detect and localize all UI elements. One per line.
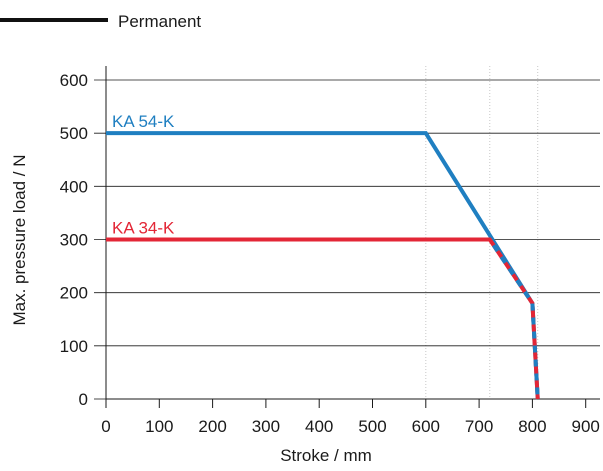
x-axis-title: Stroke / mm	[280, 446, 372, 465]
series-line-ka-34-k	[106, 237, 540, 400]
series-label-ka-54-k: KA 54-K	[112, 112, 175, 131]
x-tick-label: 600	[412, 417, 440, 436]
x-tick-label: 100	[145, 417, 173, 436]
y-tick-label: 300	[60, 231, 88, 250]
y-tick-label: 500	[60, 124, 88, 143]
y-tick-label: 400	[60, 177, 88, 196]
x-tick-label: 900	[572, 417, 600, 436]
y-tick-label: 0	[79, 390, 88, 409]
x-tick-label: 700	[465, 417, 493, 436]
x-tick-label: 0	[101, 417, 110, 436]
x-tick-label: 200	[198, 417, 226, 436]
y-axis-ticks: 0 100 200 300 400 500 600	[60, 71, 88, 409]
y-tick-label: 100	[60, 337, 88, 356]
shared-segment-dashes	[488, 238, 540, 400]
series-lines	[106, 131, 540, 400]
legend: Permanent	[0, 12, 201, 31]
series-label-ka-34-k: KA 34-K	[112, 219, 175, 238]
legend-label-permanent: Permanent	[118, 12, 201, 31]
x-axis-ticks: 0 100 200 300 400 500 600 700 800 900	[101, 399, 600, 436]
series-labels: KA 54-K KA 34-K	[112, 112, 175, 237]
y-tick-label: 200	[60, 284, 88, 303]
x-tick-label: 400	[305, 417, 333, 436]
x-tick-label: 800	[518, 417, 546, 436]
axes	[105, 66, 600, 400]
x-tick-label: 300	[252, 417, 280, 436]
x-tick-label: 500	[358, 417, 386, 436]
y-axis-title: Max. pressure load / N	[10, 154, 29, 325]
dotted-vertical-gridlines	[425, 66, 539, 399]
series-line-ka-54-k	[106, 131, 540, 400]
y-tick-label: 600	[60, 71, 88, 90]
